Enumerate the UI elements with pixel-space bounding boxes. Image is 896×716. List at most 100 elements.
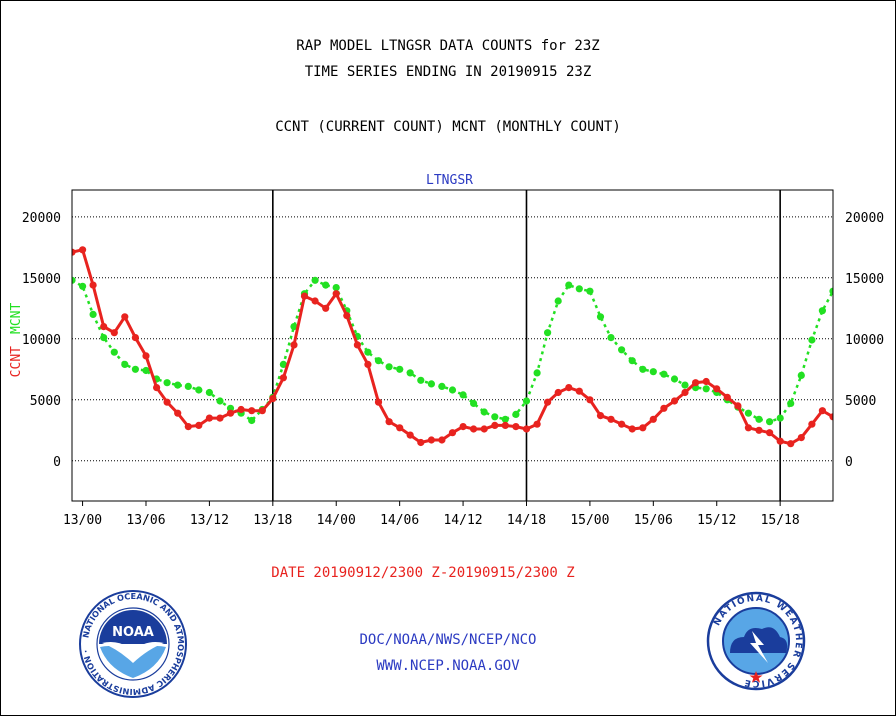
y-axis-label: CCNT MCNT (9, 303, 24, 378)
data-point-ccnt (565, 384, 573, 392)
data-point-ccnt (766, 429, 774, 437)
data-point-mcnt (744, 409, 753, 417)
x-tick-label: 15/06 (634, 513, 673, 528)
data-point-ccnt (818, 407, 827, 415)
data-point-mcnt (406, 369, 414, 377)
data-point-mcnt (670, 375, 679, 383)
chart-title-line-2: TIME SERIES ENDING IN 20190915 23Z (304, 64, 592, 80)
data-point-mcnt (840, 293, 847, 300)
data-point-mcnt (512, 410, 520, 418)
data-point-mcnt (248, 416, 256, 425)
data-point-ccnt (269, 395, 277, 403)
data-point-mcnt (522, 397, 531, 405)
data-point-mcnt (776, 414, 784, 422)
series-ccnt (72, 246, 833, 448)
data-point-mcnt (649, 368, 657, 376)
data-point-ccnt (89, 281, 97, 289)
data-point-ccnt (79, 246, 87, 254)
x-tick-label: 15/18 (761, 513, 800, 528)
data-point-mcnt (448, 386, 457, 394)
data-point-ccnt (808, 420, 816, 428)
noaa-logo-text: NOAA (112, 625, 154, 640)
data-point-mcnt (332, 284, 340, 292)
data-point-ccnt (628, 425, 636, 433)
data-point-ccnt (660, 404, 668, 412)
data-point-mcnt (797, 371, 805, 379)
y-tick-label-right: 15000 (845, 272, 884, 287)
data-point-ccnt (639, 424, 647, 432)
data-point-mcnt (163, 379, 171, 387)
data-point-ccnt (575, 387, 583, 395)
data-point-ccnt (226, 409, 235, 417)
data-point-ccnt (744, 424, 753, 432)
data-point-ccnt (829, 413, 833, 421)
data-point-ccnt (533, 420, 541, 428)
data-point-mcnt (755, 415, 763, 423)
data-point-ccnt (618, 420, 626, 428)
chart-subtitle: CCNT (CURRENT COUNT) MCNT (MONTHLY COUNT… (275, 119, 621, 135)
data-point-ccnt (417, 438, 425, 447)
x-tick-label: 14/12 (443, 513, 482, 528)
noaa-logo-icon: NATIONAL OCEANIC AND ATMOSPHERIC ADMINIS… (78, 589, 187, 698)
x-tick-label: 13/12 (190, 513, 229, 528)
data-point-mcnt (702, 385, 710, 393)
y-tick-label-left: 15000 (22, 272, 61, 287)
data-point-ccnt (649, 415, 657, 423)
y-tick-label-right: 20000 (845, 211, 884, 226)
data-point-ccnt (755, 426, 763, 434)
data-point-ccnt (396, 424, 404, 432)
data-point-mcnt (787, 399, 795, 407)
data-point-ccnt (512, 423, 520, 431)
data-point-ccnt (448, 429, 457, 437)
data-point-mcnt (470, 399, 478, 407)
data-point-mcnt (808, 336, 816, 344)
data-point-mcnt (131, 365, 139, 373)
plot-area-border (71, 189, 834, 502)
data-point-ccnt (670, 397, 679, 405)
series-mcnt (72, 276, 847, 426)
x-tick-label: 13/18 (253, 513, 292, 528)
data-point-mcnt (279, 360, 287, 368)
data-point-mcnt (195, 386, 203, 394)
data-point-mcnt (639, 365, 647, 373)
data-point-ccnt (121, 313, 129, 321)
data-point-ccnt (692, 379, 700, 387)
data-point-ccnt (364, 360, 372, 368)
data-point-ccnt (258, 407, 266, 415)
data-point-ccnt (797, 434, 805, 442)
data-point-ccnt (216, 414, 224, 422)
y-tick-label-left: 5000 (30, 394, 61, 409)
y-axis-label-ccnt: CCNT (9, 346, 24, 377)
data-point-ccnt (332, 290, 340, 298)
data-point-ccnt (300, 292, 309, 300)
data-point-mcnt (142, 366, 150, 375)
x-tick-label: 13/06 (126, 513, 165, 528)
x-tick-label: 14/06 (380, 513, 419, 528)
data-point-mcnt (596, 313, 605, 321)
data-point-ccnt (195, 421, 203, 429)
data-point-mcnt (322, 281, 330, 289)
series-line-ccnt (72, 248, 833, 446)
data-point-ccnt (142, 352, 150, 360)
data-point-mcnt (374, 357, 383, 365)
nws-logo-icon: NATIONAL WEATHER SERVICE (706, 591, 806, 691)
data-point-mcnt (565, 281, 573, 289)
data-point-ccnt (322, 304, 330, 312)
data-point-mcnt (72, 276, 76, 284)
y-tick-label-right: 5000 (845, 394, 876, 409)
data-point-ccnt (427, 436, 435, 444)
data-point-mcnt (459, 391, 467, 399)
data-point-mcnt (829, 287, 833, 295)
data-point-ccnt (607, 415, 615, 423)
data-point-ccnt (163, 398, 171, 406)
data-point-mcnt (290, 323, 298, 331)
data-point-ccnt (131, 334, 139, 342)
website-link[interactable]: WWW.NCEP.NOAA.GOV (376, 658, 520, 674)
data-point-mcnt (121, 360, 129, 368)
data-point-ccnt (110, 329, 118, 337)
x-tick-label: 15/12 (697, 513, 736, 528)
data-point-mcnt (491, 413, 499, 421)
data-point-mcnt (216, 397, 224, 405)
data-point-ccnt (723, 393, 731, 401)
